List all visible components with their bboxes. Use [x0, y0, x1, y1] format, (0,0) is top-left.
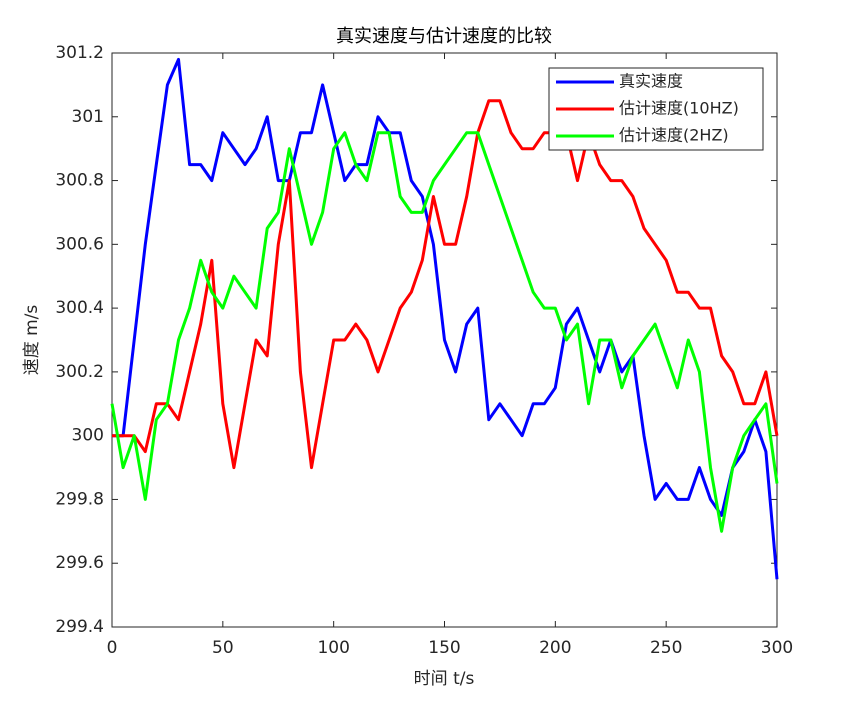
x-tick-label: 150	[428, 638, 460, 658]
x-tick-label: 200	[539, 638, 571, 658]
series-line	[112, 99, 779, 470]
x-tick-label: 50	[212, 638, 234, 658]
series-line	[110, 131, 779, 533]
y-tick-label: 300	[72, 426, 104, 446]
legend-label: 真实速度	[619, 72, 683, 91]
y-tick-label: 300.2	[55, 362, 104, 382]
y-tick-label: 301.2	[55, 43, 104, 63]
y-axis-label: 速度 m/s	[22, 305, 42, 376]
x-tick-label: 100	[317, 638, 349, 658]
legend-label: 估计速度(2HZ)	[619, 126, 729, 145]
x-tick-label: 250	[650, 638, 682, 658]
y-tick-label: 299.8	[55, 489, 104, 509]
y-tick-label: 299.4	[55, 617, 104, 637]
x-axis-label: 时间 t/s	[414, 669, 475, 689]
y-tick-label: 301	[72, 107, 104, 127]
y-tick-label: 299.6	[55, 553, 104, 573]
series-line	[112, 57, 779, 580]
x-tick-label: 300	[761, 638, 793, 658]
legend-label: 估计速度(10HZ)	[619, 99, 739, 118]
y-tick-label: 300.4	[55, 298, 104, 318]
y-tick-label: 300.6	[55, 234, 104, 254]
x-tick-label: 0	[107, 638, 118, 658]
y-tick-label: 300.8	[55, 171, 104, 191]
chart-title: 真实速度与估计速度的比较	[336, 26, 552, 47]
